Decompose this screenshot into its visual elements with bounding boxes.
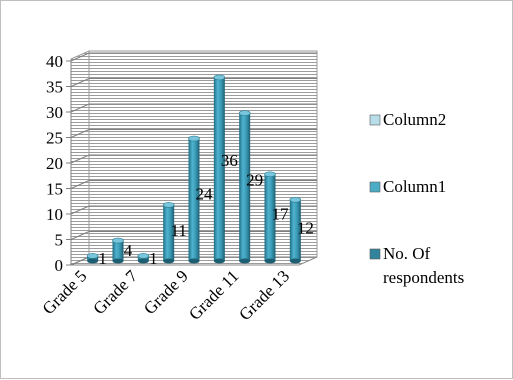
bar-grade-9 [188,135,200,264]
legend-swatch [369,248,381,260]
bar-grade-7 [137,253,150,264]
bar-grade-10 [213,74,226,264]
data-label: 29 [246,171,263,190]
bar-top [86,253,99,259]
bar-grade-12 [264,171,276,264]
gridline-side [70,154,90,164]
x-tick-label: Grade 7 [89,266,141,318]
bar-body [188,138,200,261]
bar-top [289,197,302,203]
gridline-side [70,78,90,87]
gridline-side [70,103,90,113]
bar-base [264,258,276,264]
y-tick-label: 5 [55,231,64,250]
bar-body [289,199,301,261]
back-wall [88,50,318,258]
bar-grade-6 [112,237,124,264]
y-tick-label: 30 [46,103,63,122]
data-label: 36 [221,151,238,170]
bar-base [213,258,225,264]
bar-body [239,113,251,261]
gridlines [66,52,317,266]
y-tick-label: 0 [55,256,64,275]
legend: Column2 Column1 No. Of respondents [369,110,464,287]
legend-label: No. Of respondents [383,244,464,287]
legend-item-column1: Column1 [369,177,446,196]
legend-swatch [369,114,381,126]
data-label: 4 [124,241,133,260]
y-tick-label: 25 [46,129,63,148]
legend-item-no-of-respondents: No. Of respondents [369,244,464,287]
legend-label: Column2 [383,110,446,129]
data-label: 17 [272,204,290,223]
bar-base [188,258,200,264]
bar-base [87,258,99,264]
data-label: 12 [297,218,314,237]
bar-body [163,204,175,261]
bar-grade-8 [162,202,175,264]
bar-grade-11 [238,110,251,264]
bar-top [112,237,124,244]
bar-top [162,202,175,208]
bar-body [213,77,225,262]
y-tick-label: 10 [46,205,63,224]
data-label: 11 [170,221,186,240]
x-tick-label: Grade 11 [185,266,242,323]
legend-item-column2: Column2 [369,110,446,129]
y-tick-label: 15 [46,180,63,199]
legend-swatch [369,181,381,193]
bar-base [112,258,124,264]
data-label: 1 [149,249,158,268]
bar-grade-13 [289,197,302,264]
gridline-side [70,205,90,215]
bar-top [188,135,200,142]
gridline-side [70,52,90,62]
y-tick-label: 20 [46,154,63,173]
bar-base [239,258,251,264]
y-axis-tick-labels: 0 5 10 15 20 25 30 35 40 [46,52,63,275]
bar-top [213,74,226,81]
bar-top [137,253,150,259]
x-tick-label: Grade 5 [39,266,91,318]
bar-base [289,258,301,264]
gridline-side [70,231,90,240]
bar-top [238,110,251,116]
legend-label: Column1 [383,177,446,196]
bar-body [264,174,276,261]
data-label: 1 [98,249,107,268]
bar-grade-5 [86,253,99,264]
x-tick-label: Grade 13 [235,266,293,324]
y-tick-label: 35 [46,78,63,97]
gridline-side [70,180,90,189]
bar-base [137,258,149,264]
gridline-side [70,256,90,266]
bar-top [264,171,276,178]
bars [86,74,302,264]
data-label: 24 [196,185,214,204]
gridline-side [70,129,90,138]
y-tick-label: 40 [46,52,63,71]
bar-body [112,240,124,261]
bar-base [163,258,175,264]
